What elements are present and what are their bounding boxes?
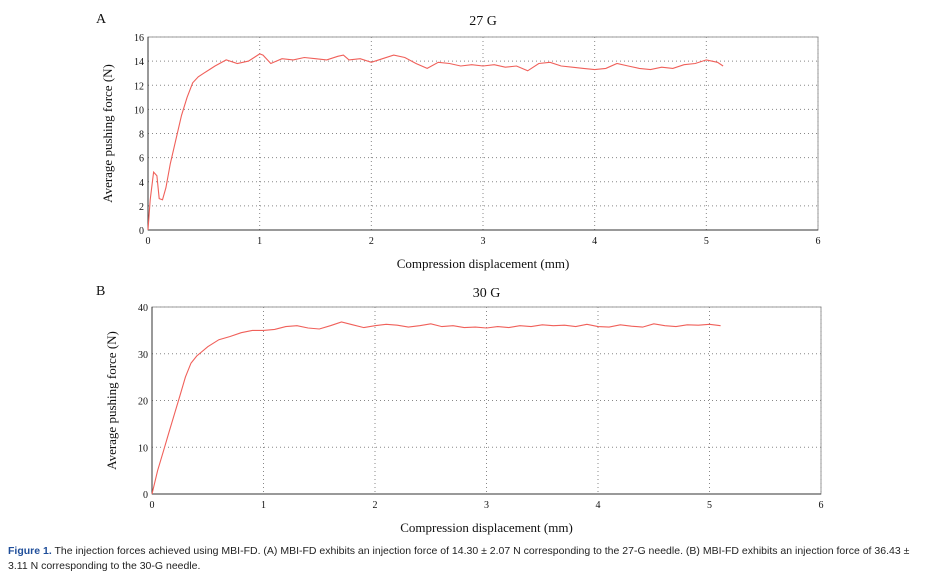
y-tick-label: 16: [134, 33, 144, 44]
chart-title: 27 G: [469, 14, 497, 29]
x-tick-label: 2: [373, 500, 378, 511]
x-tick-label: 4: [592, 236, 597, 247]
x-axis-label: Compression displacement (mm): [397, 256, 570, 271]
y-tick-label: 8: [139, 130, 144, 141]
y-axis-label: Average pushing force (N): [100, 64, 115, 203]
y-axis-label: Average pushing force (N): [104, 331, 119, 470]
x-tick-label: 0: [150, 500, 155, 511]
y-tick-label: 30: [138, 350, 148, 361]
x-tick-label: 6: [816, 236, 821, 247]
chart-title: 30 G: [473, 286, 501, 301]
x-tick-label: 4: [596, 500, 601, 511]
y-tick-label: 40: [138, 303, 148, 314]
y-tick-label: 10: [134, 105, 144, 116]
y-tick-label: 0: [143, 490, 148, 501]
y-tick-label: 4: [139, 178, 144, 189]
y-tick-label: 20: [138, 397, 148, 408]
x-tick-label: 5: [707, 500, 712, 511]
y-tick-label: 12: [134, 81, 144, 92]
caption: Figure 1. The injection forces achieved …: [8, 544, 913, 574]
x-tick-label: 5: [704, 236, 709, 247]
caption-label: Figure 1.: [8, 545, 52, 557]
caption-text: The injection forces achieved using MBI-…: [8, 545, 910, 572]
y-tick-label: 2: [139, 202, 144, 213]
data-line: [151, 321, 721, 495]
data-line: [147, 53, 724, 231]
y-tick-label: 0: [139, 226, 144, 237]
x-tick-label: 1: [261, 500, 266, 511]
panel-label: B: [96, 284, 105, 299]
panel-label: A: [96, 12, 107, 27]
x-tick-label: 0: [146, 236, 151, 247]
x-tick-label: 6: [819, 500, 824, 511]
x-tick-label: 3: [481, 236, 486, 247]
x-tick-label: 2: [369, 236, 374, 247]
y-tick-label: 14: [134, 57, 144, 68]
x-tick-label: 3: [484, 500, 489, 511]
y-tick-label: 6: [139, 154, 144, 165]
x-tick-label: 1: [257, 236, 262, 247]
figure: A 27 G Compression displacement (mm) Averag…: [96, 12, 824, 535]
x-axis-label: Compression displacement (mm): [400, 520, 573, 535]
y-tick-label: 10: [138, 443, 148, 454]
